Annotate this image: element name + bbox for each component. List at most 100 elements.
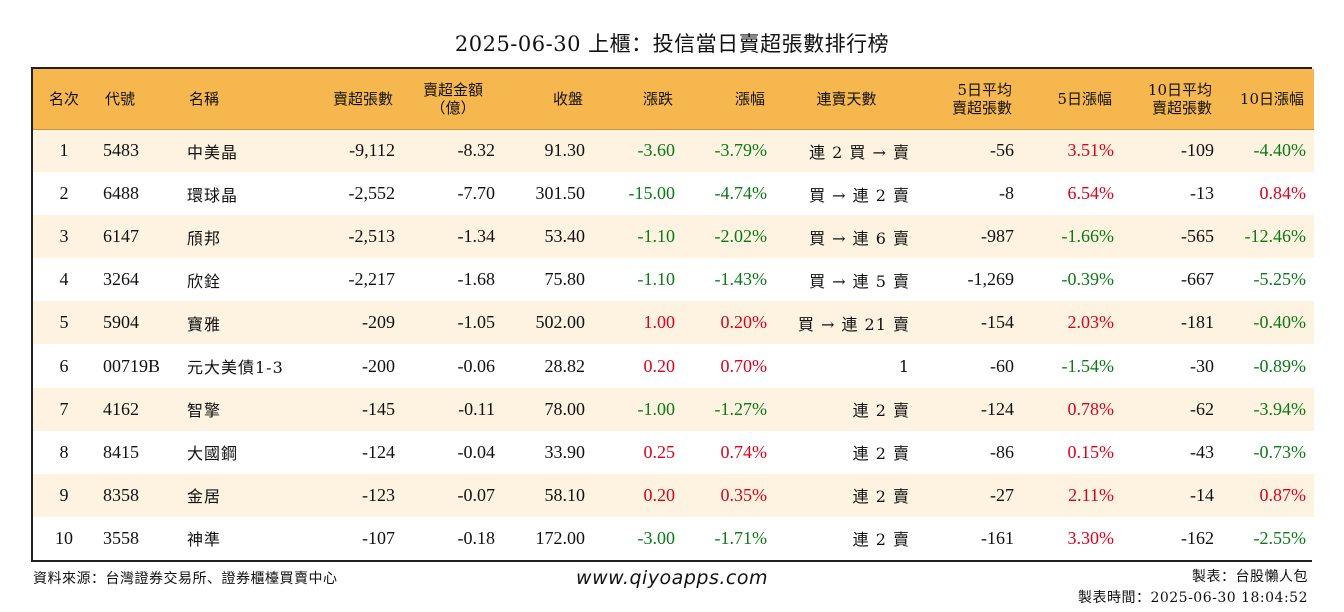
maker-label: 製表：台股懶人包 bbox=[1192, 569, 1308, 585]
cell-avg10: -109 bbox=[1181, 140, 1214, 161]
table-row[interactable]: 2 6488 環球晶 -2,552 -7.70 301.50 -15.00 -4.74% 買 →… bbox=[33, 172, 1314, 216]
cell-rank: 6 bbox=[59, 355, 69, 376]
header-amount-line2: （億） bbox=[430, 98, 476, 117]
header-name[interactable]: 名稱 bbox=[179, 69, 297, 130]
header-avg5[interactable]: 5日平均 賣超張數 bbox=[918, 69, 1022, 130]
cell-change: 1.00 bbox=[643, 312, 676, 333]
header-close[interactable]: 收盤 bbox=[503, 69, 593, 130]
cell-pct5: 6.54% bbox=[1067, 183, 1115, 204]
cell-code: 5483 bbox=[103, 140, 139, 161]
cell-pct10: -0.40% bbox=[1253, 312, 1307, 333]
table-row[interactable]: 3 6147 頎邦 -2,513 -1.34 53.40 -1.10 -2.02% 買 → 連 … bbox=[33, 215, 1314, 259]
header-pct[interactable]: 漲幅 bbox=[683, 69, 775, 130]
cell-net-sell: -124 bbox=[362, 441, 395, 462]
cell-rank: 7 bbox=[59, 398, 69, 419]
cell-pct5: 2.11% bbox=[1068, 484, 1114, 505]
cell-amount: -1.05 bbox=[457, 312, 496, 333]
website-link[interactable]: www.qiyoapps.com bbox=[576, 567, 768, 589]
cell-streak: 買 → 連 2 賣 bbox=[809, 185, 910, 205]
cell-streak: 連 2 賣 bbox=[852, 444, 910, 464]
cell-avg10: -13 bbox=[1190, 183, 1214, 204]
cell-amount: -1.68 bbox=[457, 269, 496, 290]
cell-code: 5904 bbox=[103, 312, 139, 333]
cell-name: 頎邦 bbox=[187, 228, 222, 248]
cell-code: 3558 bbox=[103, 527, 139, 548]
cell-name: 寶雅 bbox=[187, 314, 222, 334]
cell-close: 28.82 bbox=[544, 355, 586, 376]
header-amount-line1: 賣超金額 bbox=[422, 80, 483, 99]
table-row[interactable]: 1 5483 中美晶 -9,112 -8.32 91.30 -3.60 -3.79% 連 2 買… bbox=[33, 129, 1314, 173]
cell-close: 58.10 bbox=[544, 484, 586, 505]
cell-name: 環球晶 bbox=[187, 185, 239, 205]
page-title: 2025-06-30 上櫃：投信當日賣超張數排行榜 bbox=[454, 32, 890, 56]
cell-pct5: 3.51% bbox=[1067, 140, 1115, 161]
cell-pct: -1.43% bbox=[714, 269, 768, 290]
cell-avg10: -30 bbox=[1190, 355, 1214, 376]
table-row[interactable]: 6 00719B 元大美債1-3 -200 -0.06 28.82 0.20 0.70% 1 -6… bbox=[33, 344, 1314, 388]
header-code[interactable]: 代號 bbox=[95, 69, 179, 130]
cell-name: 金居 bbox=[187, 487, 222, 507]
cell-streak: 連 2 買 → 賣 bbox=[809, 142, 910, 162]
cell-pct10: 0.84% bbox=[1259, 183, 1307, 204]
cell-avg5: -1,269 bbox=[967, 269, 1015, 290]
cell-streak: 連 2 賣 bbox=[852, 487, 910, 507]
cell-pct: -3.79% bbox=[714, 140, 768, 161]
cell-net-sell: -200 bbox=[362, 355, 395, 376]
cell-avg5: -161 bbox=[981, 527, 1014, 548]
header-change[interactable]: 漲跌 bbox=[593, 69, 683, 130]
cell-change: 0.20 bbox=[643, 355, 676, 376]
cell-pct5: -1.66% bbox=[1061, 226, 1115, 247]
cell-avg5: -60 bbox=[990, 355, 1014, 376]
header-avg5-line1: 5日平均 bbox=[957, 80, 1012, 99]
cell-amount: -0.11 bbox=[458, 398, 495, 419]
cell-streak: 連 2 賣 bbox=[852, 401, 910, 421]
header-pct5[interactable]: 5日漲幅 bbox=[1022, 69, 1122, 130]
made-time-label: 製表時間：2025-06-30 18:04:52 bbox=[1077, 590, 1308, 606]
cell-close: 33.90 bbox=[544, 441, 586, 462]
cell-name: 欣銓 bbox=[187, 271, 222, 291]
table-row[interactable]: 5 5904 寶雅 -209 -1.05 502.00 1.00 0.20% 買 → 連 21 … bbox=[33, 301, 1314, 345]
cell-code: 4162 bbox=[103, 398, 139, 419]
table-row[interactable]: 9 8358 金居 -123 -0.07 58.10 0.20 0.35% 連 2 賣 -27 2.… bbox=[33, 473, 1314, 517]
cell-change: 0.25 bbox=[643, 441, 676, 462]
header-rank[interactable]: 名次 bbox=[33, 69, 95, 130]
header-net-sell[interactable]: 賣超張數 bbox=[297, 69, 403, 130]
cell-pct10: -2.55% bbox=[1253, 527, 1307, 548]
cell-change: -3.00 bbox=[637, 527, 676, 548]
table-row[interactable]: 10 3558 神準 -107 -0.18 172.00 -3.00 -1.71% 連 2 賣 -… bbox=[33, 516, 1314, 560]
cell-pct10: -5.25% bbox=[1253, 269, 1307, 290]
maker-info: 製表：台股懶人包 製表時間：2025-06-30 18:04:52 bbox=[1078, 567, 1308, 609]
header-avg10[interactable]: 10日平均 賣超張數 bbox=[1122, 69, 1222, 130]
cell-streak: 買 → 連 21 賣 bbox=[797, 314, 910, 334]
data-source-note: 資料來源：台灣證券交易所、證券櫃檯買賣中心 bbox=[33, 571, 338, 587]
cell-pct: -4.74% bbox=[714, 183, 768, 204]
table-row[interactable]: 4 3264 欣銓 -2,217 -1.68 75.80 -1.10 -1.43% 買 → 連 … bbox=[33, 258, 1314, 302]
cell-net-sell: -209 bbox=[362, 312, 395, 333]
cell-pct5: -0.39% bbox=[1061, 269, 1115, 290]
cell-rank: 8 bbox=[59, 441, 69, 462]
cell-rank: 2 bbox=[59, 183, 69, 204]
cell-change: 0.20 bbox=[643, 484, 676, 505]
cell-code: 6488 bbox=[103, 183, 139, 204]
table-header-row: 名次 代號 名稱 賣超張數 賣超金額 （億） 收盤 漲跌 漲幅 連賣天數 5日平… bbox=[33, 69, 1314, 130]
cell-net-sell: -107 bbox=[362, 527, 395, 548]
header-pct10[interactable]: 10日漲幅 bbox=[1222, 69, 1314, 130]
cell-avg5: -987 bbox=[981, 226, 1014, 247]
header-streak[interactable]: 連賣天數 bbox=[775, 69, 918, 130]
table-row[interactable]: 8 8415 大國鋼 -124 -0.04 33.90 0.25 0.74% 連 2 賣 -86 0… bbox=[33, 430, 1314, 474]
cell-change: -3.60 bbox=[637, 140, 676, 161]
cell-avg10: -667 bbox=[1181, 269, 1214, 290]
cell-change: -15.00 bbox=[628, 183, 676, 204]
cell-net-sell: -2,513 bbox=[348, 226, 396, 247]
cell-streak: 1 bbox=[898, 356, 910, 376]
cell-amount: -0.18 bbox=[457, 527, 496, 548]
cell-change: -1.00 bbox=[637, 398, 676, 419]
cell-pct5: 0.78% bbox=[1067, 398, 1115, 419]
cell-avg5: -8 bbox=[999, 183, 1014, 204]
ranking-table-frame: 名次 代號 名稱 賣超張數 賣超金額 （億） 收盤 漲跌 漲幅 連賣天數 5日平… bbox=[31, 67, 1314, 562]
cell-pct: 0.35% bbox=[720, 484, 768, 505]
header-amount[interactable]: 賣超金額 （億） bbox=[403, 69, 503, 130]
table-row[interactable]: 7 4162 智擎 -145 -0.11 78.00 -1.00 -1.27% 連 2 賣 -12… bbox=[33, 387, 1314, 431]
cell-rank: 10 bbox=[55, 527, 73, 548]
cell-name: 中美晶 bbox=[187, 142, 239, 162]
